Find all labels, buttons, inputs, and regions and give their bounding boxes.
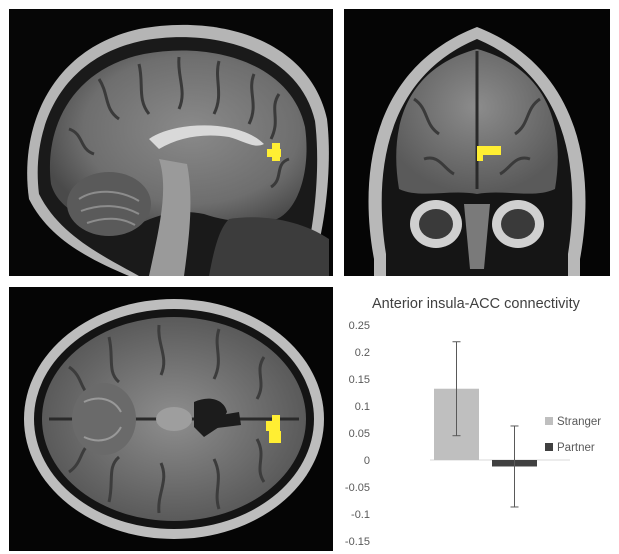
chart-title: Anterior insula-ACC connectivity (372, 296, 580, 312)
y-tick-label: -0.05 (345, 482, 370, 494)
y-tick-label: 0.15 (349, 374, 370, 386)
y-tick-label: -0.1 (351, 509, 370, 521)
y-tick-label: 0 (364, 455, 370, 467)
axial-slice-image (9, 287, 333, 551)
y-tick-label: 0.1 (355, 401, 370, 413)
bar-chart: 0.25 0.2 0.15 0.1 0.05 0 -0.05 -0.1 -0.15 Strang… (345, 320, 601, 548)
legend-swatch-stranger (545, 417, 553, 425)
activation-cluster (266, 421, 280, 431)
y-tick-label: 0.2 (355, 347, 370, 359)
y-axis-ticks: 0.25 0.2 0.15 0.1 0.05 0 -0.05 -0.1 -0.15 (345, 320, 370, 548)
y-tick-label: 0.25 (349, 320, 370, 332)
legend-swatch-partner (545, 443, 553, 451)
activation-cluster (477, 146, 501, 155)
legend-label-partner: Partner (557, 442, 595, 454)
legend: Stranger Partner (545, 416, 601, 454)
axial-slice-panel (9, 287, 333, 551)
sagittal-slice-image (9, 9, 333, 276)
y-tick-label: -0.15 (345, 536, 370, 548)
bars-group (434, 341, 537, 508)
coronal-slice-image (344, 9, 610, 276)
sagittal-slice-panel (9, 9, 333, 276)
coronal-slice-panel (344, 9, 610, 276)
y-tick-label: 0.05 (349, 428, 370, 440)
legend-label-stranger: Stranger (557, 416, 601, 428)
